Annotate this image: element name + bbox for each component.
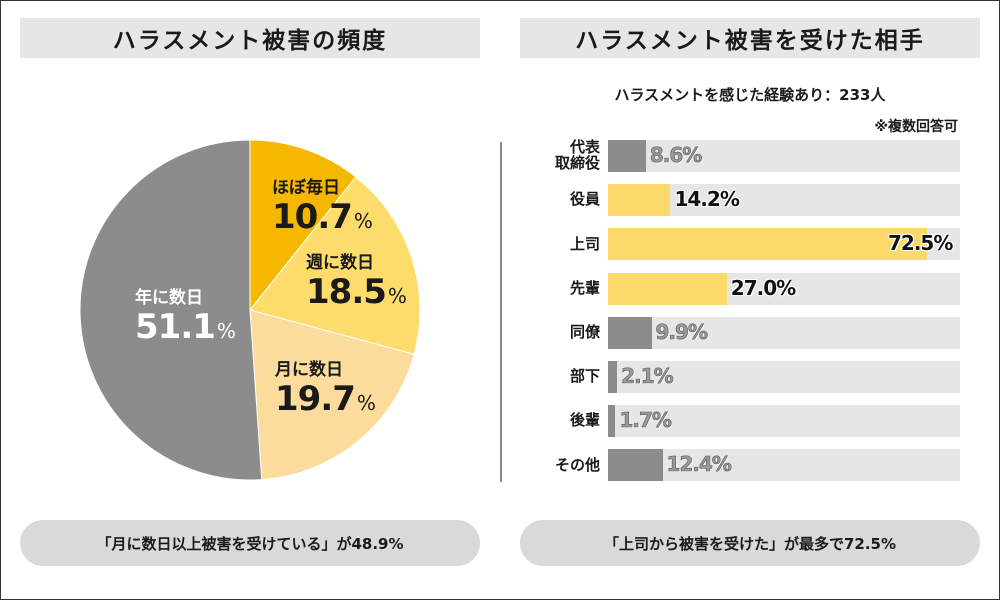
bar-track: 9.9% xyxy=(608,316,960,349)
respondent-count: ハラスメントを感じた経験あり：233人 xyxy=(614,86,886,104)
bar-category-label: 部下 xyxy=(569,367,600,386)
bar-track: 12.4% xyxy=(608,449,960,482)
bar-fill xyxy=(608,140,646,172)
perpetrator-summary: 「上司から被害を受けた」が最多で72.5% xyxy=(520,520,980,566)
bar-track: 1.7% xyxy=(608,405,960,438)
bar-value-label: 12.4% xyxy=(666,452,732,477)
bar-value-label: 1.7% xyxy=(619,408,672,433)
left-chart-title: ハラスメント被害の頻度 xyxy=(20,18,480,58)
bar-value-label: 27.0% xyxy=(730,275,796,300)
pie-slice-unit: % xyxy=(353,209,373,233)
pie-slice-name: ほぼ毎日 xyxy=(272,178,340,198)
bar-value-label: 2.1% xyxy=(621,364,674,389)
pie-slice-name: 年に数日 xyxy=(135,288,203,308)
bar-row: 上司 72.5% xyxy=(530,228,970,261)
bar-track: 8.6% xyxy=(608,140,960,172)
multiple-answer-note: ※複数回答可 xyxy=(874,119,958,135)
bar-fill xyxy=(608,184,671,217)
pie-slice-3 xyxy=(249,309,415,481)
bar-fill xyxy=(608,361,618,393)
pie-slice-value: 51.1 xyxy=(135,307,216,347)
bar-category-label: 上司 xyxy=(569,234,600,253)
pie-slice-name: 月に数日 xyxy=(275,360,343,380)
bar-row: 役員 14.2% xyxy=(530,184,970,217)
bar-track: 14.2% xyxy=(608,184,960,217)
bar-row: 代表 取締役 8.6% xyxy=(530,138,970,172)
bar-row: その他 12.4% xyxy=(530,449,970,482)
pie-slice-1 xyxy=(249,139,357,312)
pie-label-2: 週に数日 18.5% xyxy=(306,253,407,312)
pie-slice-unit: % xyxy=(216,319,236,343)
pie-chart xyxy=(79,139,421,481)
bar-value-label: 14.2% xyxy=(674,187,739,212)
bar-value-label: 8.6% xyxy=(649,143,703,168)
bar-row: 部下 2.1% xyxy=(530,361,970,393)
bar-row: 同僚 9.9% xyxy=(530,316,970,349)
bar-fill xyxy=(608,272,727,305)
bar-track: 27.0% xyxy=(608,272,960,305)
pie-slice-4 xyxy=(79,139,263,481)
bar-row: 後輩 1.7% xyxy=(530,405,970,438)
bar-fill xyxy=(608,405,616,438)
chart-divider xyxy=(500,142,502,482)
bar-fill xyxy=(608,228,927,261)
bar-value-label: 9.9% xyxy=(655,319,708,344)
bar-category-label: その他 xyxy=(554,455,600,474)
bar-category-label: 代表 取締役 xyxy=(554,138,600,172)
right-chart-title: ハラスメント被害を受けた相手 xyxy=(520,18,980,58)
bar-value-label: 72.5% xyxy=(888,231,953,256)
bar-category-label: 役員 xyxy=(569,190,600,209)
bar-track: 72.5% xyxy=(608,228,960,261)
frequency-summary: 「月に数日以上被害を受けている」が48.9% xyxy=(20,520,480,566)
pie-slice-2 xyxy=(249,176,421,355)
bar-category-label: 先輩 xyxy=(569,278,600,297)
pie-slice-unit: % xyxy=(387,284,407,308)
pie-label-1: ほぼ毎日 10.7% xyxy=(272,178,373,237)
pie-slice-value: 18.5 xyxy=(306,272,387,312)
pie-slice-value: 10.7 xyxy=(272,197,353,237)
bar-category-label: 後輩 xyxy=(569,411,600,430)
bar-fill xyxy=(608,449,663,482)
pie-slice-unit: % xyxy=(356,391,376,415)
pie-slice-value: 19.7 xyxy=(275,379,356,419)
bar-track: 2.1% xyxy=(608,361,960,393)
pie-label-3: 月に数日 19.7% xyxy=(275,360,376,419)
bar-category-label: 同僚 xyxy=(569,322,600,341)
bar-fill xyxy=(608,316,652,349)
pie-label-4: 年に数日 51.1% xyxy=(135,288,236,347)
pie-slice-name: 週に数日 xyxy=(306,253,374,273)
bar-row: 先輩 27.0% xyxy=(530,272,970,305)
